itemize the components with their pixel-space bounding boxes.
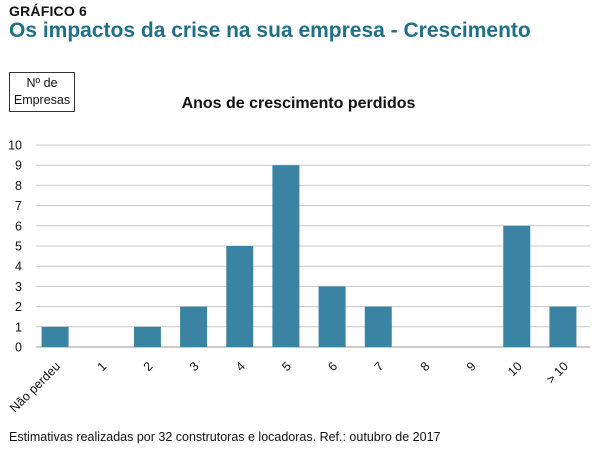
x-tick-label: Não perdeu (7, 359, 63, 415)
bar-3 (180, 306, 208, 347)
x-tick-label: > 10 (544, 359, 571, 386)
y-tick-label: 8 (15, 179, 22, 193)
bar-2 (133, 326, 161, 347)
bar-nao-perdeu (41, 326, 69, 347)
bars (41, 165, 577, 347)
y-tick-label: 2 (15, 300, 22, 314)
y-tick-label: 7 (15, 199, 22, 213)
bar-5 (272, 165, 300, 347)
x-tick-label: 9 (464, 359, 479, 374)
x-tick-label: 4 (233, 359, 248, 374)
chart-kicker: GRÁFICO 6 (9, 3, 88, 19)
y-tick-label: 5 (15, 240, 22, 254)
y-tick-label: 4 (15, 260, 22, 274)
y-axis-unit-line-2: Empresas (13, 93, 71, 107)
y-tick-label: 10 (8, 139, 22, 153)
y-tick-label: 1 (15, 320, 22, 334)
y-tick-label: 3 (15, 280, 22, 294)
bar-7 (364, 306, 392, 347)
bar-10 (549, 306, 577, 347)
x-tick-label: 8 (418, 359, 433, 374)
x-tick-label: 7 (372, 359, 387, 374)
gridlines (36, 144, 590, 348)
x-tick-label: 3 (187, 359, 202, 374)
y-tick-labels: 0 1 2 3 4 5 6 7 8 9 10 (8, 139, 22, 355)
footnote: Estimativas realizadas por 32 construtor… (9, 430, 441, 444)
x-tick-labels: Não perdeu 1 2 3 4 5 6 7 8 9 10 > 10 (7, 359, 571, 415)
chart-main-title: Os impactos da crise na sua empresa - Cr… (9, 19, 531, 42)
bar-10 (503, 225, 531, 347)
x-tick-label: 1 (95, 359, 110, 374)
chart-title: Anos de crescimento perdidos (181, 95, 416, 112)
y-axis-unit-box: Nº de Empresas (9, 72, 75, 112)
x-tick-label: 2 (141, 359, 156, 374)
y-axis-unit-line-1: Nº de (26, 76, 58, 90)
bar-6 (318, 286, 346, 347)
x-tick-label: 6 (325, 359, 340, 374)
y-tick-label: 9 (15, 159, 22, 173)
y-tick-label: 6 (15, 219, 22, 233)
y-tick-label: 0 (15, 341, 22, 355)
bar-4 (226, 246, 254, 347)
x-tick-label: 10 (505, 359, 525, 379)
x-tick-label: 5 (279, 359, 294, 374)
